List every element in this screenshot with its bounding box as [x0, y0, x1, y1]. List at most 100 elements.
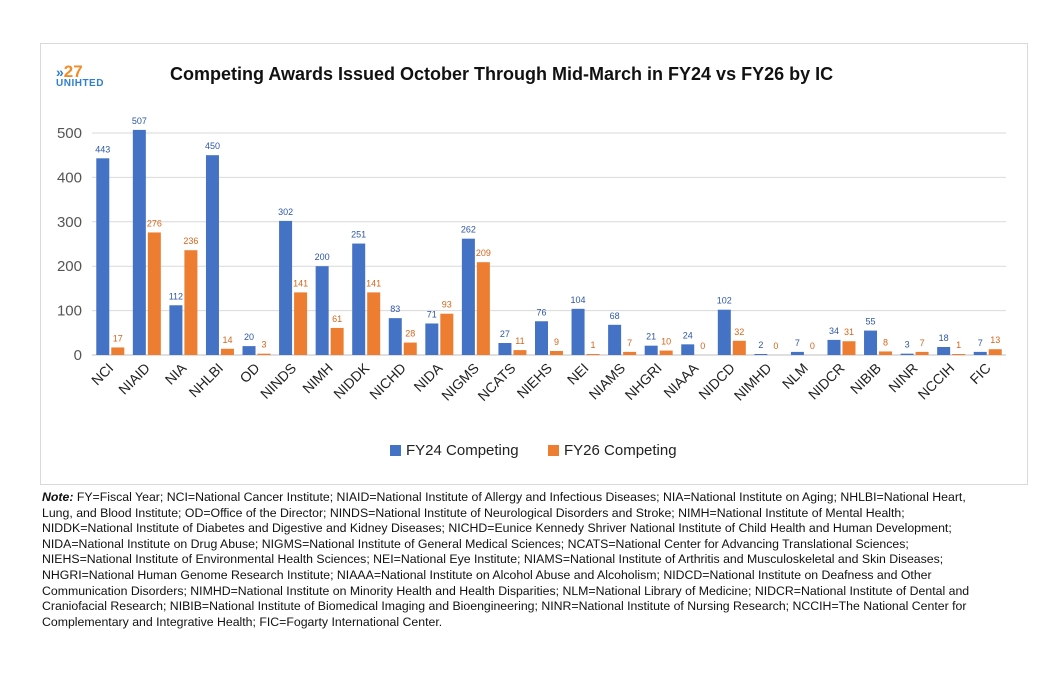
logo: »27 UNIHTED	[56, 62, 126, 92]
bar-fy26-nccih	[952, 354, 966, 355]
chart-title: Competing Awards Issued October Through …	[170, 64, 834, 84]
data-label: 102	[717, 296, 732, 306]
data-label: 76	[536, 307, 546, 317]
bar-fy24-nichd	[388, 318, 402, 355]
bar-fy24-nlm	[790, 351, 804, 355]
data-label: 251	[351, 230, 366, 240]
data-label: 3	[905, 340, 910, 350]
category-label: NIDDK	[330, 359, 373, 402]
data-label: 7	[978, 338, 983, 348]
category-label: NIDCD	[695, 360, 738, 403]
bar-fy24-niaid	[132, 129, 146, 355]
data-label: 10	[661, 337, 671, 347]
bar-fy24-fic	[973, 351, 987, 355]
bar-fy26-nida	[440, 313, 454, 355]
bar-fy26-niehs	[550, 351, 563, 355]
data-label: 20	[244, 332, 254, 342]
bar-fy26-ninds	[294, 292, 308, 355]
y-tick-label: 100	[57, 303, 82, 320]
data-label: 200	[315, 252, 330, 262]
bar-fy24-nimhd	[754, 354, 768, 355]
data-label: 3	[262, 340, 267, 350]
data-label: 9	[554, 337, 559, 347]
legend-label: FY26 Competing	[564, 442, 677, 459]
data-label: 262	[461, 225, 476, 235]
data-label: 14	[222, 335, 232, 345]
bar-fy26-niddk	[367, 292, 381, 355]
bar-fy26-fic	[988, 349, 1002, 355]
y-tick-label: 500	[57, 125, 82, 142]
data-label: 450	[205, 141, 220, 151]
data-label: 1	[956, 340, 961, 350]
data-label: 13	[990, 335, 1000, 345]
data-label: 17	[113, 333, 123, 343]
data-label: 7	[795, 338, 800, 348]
data-label: 8	[883, 337, 888, 347]
bar-fy24-ninr	[900, 353, 914, 355]
bar-fy24-nei	[571, 308, 585, 355]
data-label: 11	[515, 336, 524, 346]
bar-fy26-nhgri	[659, 350, 673, 355]
data-label: 1	[591, 340, 596, 350]
category-label: NIAID	[115, 360, 153, 398]
data-label: 93	[442, 300, 452, 310]
bar-fy24-nimh	[315, 266, 329, 355]
note-label: Note:	[42, 490, 74, 504]
data-label: 443	[95, 144, 110, 154]
bar-fy24-niams	[608, 324, 622, 355]
category-label: NINDS	[257, 360, 299, 402]
y-tick-label: 300	[57, 214, 82, 231]
chevron-icon: »	[56, 64, 64, 80]
y-tick-label: 200	[57, 258, 82, 275]
data-label: 276	[147, 218, 162, 228]
bar-fy24-od	[242, 346, 256, 355]
data-label: 2	[758, 340, 763, 350]
category-label: NCI	[88, 360, 116, 388]
category-label: NEI	[564, 360, 592, 388]
legend-swatch-fy24	[390, 445, 401, 456]
category-label: NCATS	[474, 360, 518, 404]
category-label: NIAAA	[660, 359, 701, 400]
bar-fy26-niaid	[147, 232, 161, 355]
data-label: 27	[500, 329, 510, 339]
data-label: 112	[169, 291, 183, 301]
data-label: 0	[700, 341, 705, 351]
bar-fy24-nibib	[864, 330, 878, 355]
data-label: 34	[829, 326, 839, 336]
data-label: 55	[866, 317, 876, 327]
bar-fy26-nigms	[476, 262, 490, 355]
bar-fy26-nimh	[330, 327, 344, 355]
note-text: FY=Fiscal Year; NCI=National Cancer Inst…	[42, 490, 970, 629]
data-label: 7	[627, 338, 632, 348]
data-label: 32	[734, 327, 744, 337]
data-label: 0	[810, 341, 815, 351]
bar-fy26-nia	[184, 250, 198, 355]
y-tick-label: 400	[57, 169, 82, 186]
chart-frame	[40, 43, 1028, 485]
bar-fy24-niddk	[352, 243, 366, 355]
y-tick-label: 0	[74, 347, 82, 364]
logo-word: UNIHTED	[56, 78, 104, 89]
data-label: 83	[390, 304, 400, 314]
category-label: OD	[236, 360, 262, 386]
data-label: 0	[773, 341, 778, 351]
bar-fy26-ncats	[513, 350, 527, 355]
data-label: 24	[683, 330, 693, 340]
category-label: NICHD	[366, 360, 409, 403]
data-label: 141	[293, 278, 308, 288]
bar-fy24-nidcd	[717, 309, 731, 355]
bar-fy24-nhlbi	[205, 155, 219, 355]
footnote: Note: FY=Fiscal Year; NCI=National Cance…	[42, 490, 992, 630]
legend-label: FY24 Competing	[406, 442, 519, 459]
data-label: 302	[278, 207, 293, 217]
data-label: 507	[132, 116, 147, 126]
bar-fy24-ncats	[498, 343, 512, 355]
data-label: 141	[366, 278, 381, 288]
bar-fy24-niehs	[535, 321, 548, 355]
logo-number: »27	[56, 62, 83, 81]
category-label: FIC	[967, 360, 994, 387]
category-label: NCCIH	[915, 360, 958, 403]
data-label: 28	[405, 329, 415, 339]
category-label: NIGMS	[438, 360, 482, 404]
